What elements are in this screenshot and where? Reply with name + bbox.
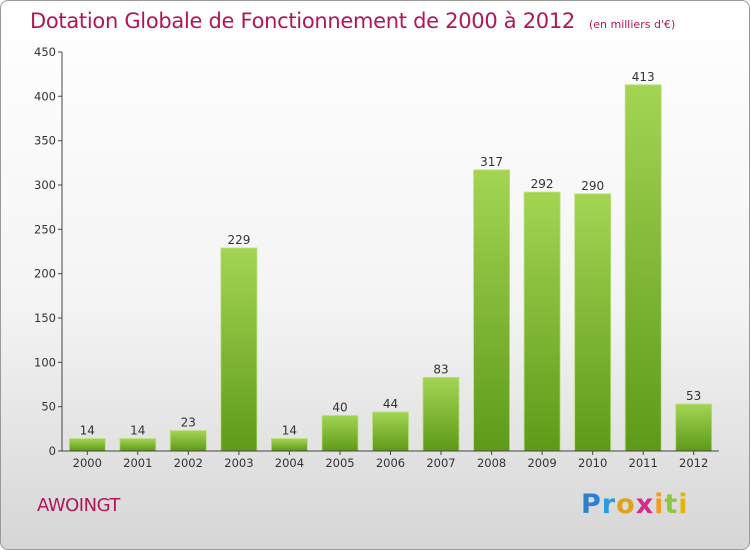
logo-letter-t: t	[664, 489, 679, 520]
y-tick-label-200: 200	[34, 267, 56, 281]
x-tick-label-2009: 2009	[527, 456, 556, 470]
bar-2004	[270, 438, 308, 452]
bar-2000	[68, 438, 106, 452]
value-label-2005: 40	[332, 401, 347, 415]
y-tick-label-100: 100	[34, 355, 56, 369]
bar-2010	[574, 193, 612, 452]
bar-2007	[422, 376, 460, 452]
value-label-2001: 14	[130, 424, 145, 438]
x-tick-label-2004: 2004	[275, 456, 304, 470]
value-label-2000: 14	[80, 424, 95, 438]
bar-2002	[169, 430, 207, 452]
y-tick-label-50: 50	[41, 400, 56, 414]
x-tick-label-2012: 2012	[679, 456, 708, 470]
value-label-2011: 413	[632, 70, 655, 84]
proxiti-logo: Proxiti	[581, 489, 689, 520]
x-tick-label-2011: 2011	[629, 456, 658, 470]
y-tick-label-450: 450	[34, 45, 56, 59]
x-tick-label-2003: 2003	[224, 456, 253, 470]
bar-2005	[321, 415, 359, 452]
chart-unit: (en milliers d'€)	[588, 18, 676, 31]
value-label-2009: 292	[531, 177, 554, 191]
value-label-2008: 317	[480, 155, 503, 169]
commune-name: AWOINGT	[37, 495, 120, 516]
bar-2011	[624, 84, 662, 452]
value-label-2002: 23	[181, 416, 196, 430]
x-tick-label-2005: 2005	[325, 456, 354, 470]
x-tick-label-2000: 2000	[73, 456, 102, 470]
bar-2009	[523, 191, 561, 452]
bar-2001	[119, 438, 157, 452]
logo-letter-o: o	[616, 489, 636, 520]
value-label-2012: 53	[686, 389, 701, 403]
y-tick-label-300: 300	[34, 178, 56, 192]
x-tick-label-2006: 2006	[376, 456, 405, 470]
value-label-2010: 290	[581, 179, 604, 193]
x-tick-label-2002: 2002	[174, 456, 203, 470]
value-label-2007: 83	[433, 362, 448, 376]
x-tick-label-2007: 2007	[426, 456, 455, 470]
x-tick-label-2001: 2001	[123, 456, 152, 470]
y-tick-label-350: 350	[34, 134, 56, 148]
y-tick-label-150: 150	[34, 311, 56, 325]
chart-title-text: Dotation Globale de Fonctionnement de 20…	[30, 9, 575, 33]
logo-letter-r: r	[601, 489, 617, 520]
bars-group: 14 14 23 229 14 40 44 83 317 292 290 413 53	[68, 70, 713, 452]
value-label-2003: 229	[227, 233, 250, 247]
y-tick-label-400: 400	[34, 89, 56, 103]
logo-letter-i-2: i	[678, 489, 689, 520]
value-label-2004: 14	[282, 424, 297, 438]
logo-letter-p: P	[581, 489, 602, 520]
y-tick-label-250: 250	[34, 222, 56, 236]
bar-2003	[220, 247, 258, 452]
logo-letter-i: i	[654, 489, 665, 520]
bar-2008	[473, 169, 511, 452]
y-tick-label-0: 0	[49, 444, 56, 458]
x-tick-label-2008: 2008	[477, 456, 506, 470]
value-label-2006: 44	[383, 397, 398, 411]
axes-group: 2000 2001 2002 2003 2004 2005 2006 2007 2008 2009…	[34, 45, 719, 470]
bar-2012	[675, 403, 713, 452]
chart-title: Dotation Globale de Fonctionnement de 20…	[30, 9, 675, 33]
x-tick-label-2010: 2010	[578, 456, 607, 470]
logo-letter-x: x	[635, 489, 655, 520]
bar-2006	[372, 411, 409, 452]
